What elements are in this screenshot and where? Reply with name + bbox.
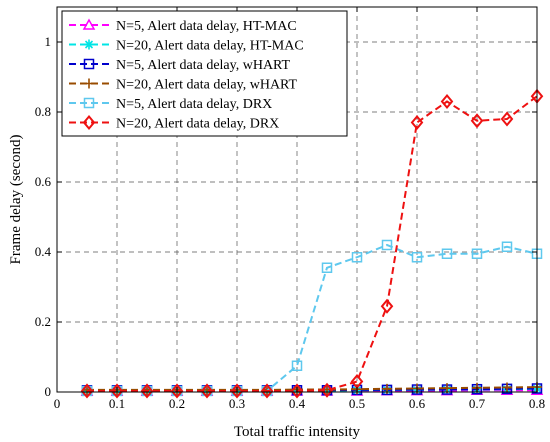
legend-label: N=5, Alert data delay, DRX bbox=[116, 97, 272, 112]
data-point bbox=[321, 262, 333, 273]
series-line bbox=[87, 95, 538, 392]
data-point bbox=[441, 248, 453, 259]
data-point bbox=[411, 252, 423, 263]
legend-marker bbox=[83, 58, 95, 70]
x-axis-label: Total traffic intensity bbox=[234, 424, 361, 440]
data-point bbox=[502, 382, 512, 393]
data-point bbox=[291, 360, 303, 371]
legend-entry: N=5, Alert data delay, DRX bbox=[69, 97, 272, 112]
data-point bbox=[501, 241, 513, 252]
legend-label: N=20, Alert data delay, wHART bbox=[116, 78, 298, 93]
data-point bbox=[380, 298, 394, 314]
data-point bbox=[440, 93, 454, 110]
data-point bbox=[140, 383, 154, 399]
y-tick-label: 0.6 bbox=[35, 174, 52, 189]
data-point bbox=[110, 383, 124, 399]
x-tick-label: 0.2 bbox=[169, 396, 185, 411]
legend-marker bbox=[82, 114, 96, 131]
legend-entry: N=20, Alert data delay, DRX bbox=[69, 114, 279, 132]
data-point bbox=[471, 248, 483, 259]
series-line bbox=[87, 243, 538, 392]
data-point bbox=[530, 383, 544, 395]
data-point bbox=[290, 383, 304, 399]
x-tick-label: 0.7 bbox=[469, 396, 486, 411]
legend-entry: N=20, Alert data delay, HT-MAC bbox=[69, 39, 304, 54]
y-tick-label: 0.2 bbox=[35, 314, 51, 329]
legend-entry: N=5, Alert data delay, HT-MAC bbox=[69, 18, 297, 34]
legend-marker bbox=[84, 78, 94, 89]
y-axis-ticks: 0 0.2 0.4 0.6 0.8 1 bbox=[35, 34, 537, 399]
legend-box bbox=[61, 10, 348, 137]
data-point bbox=[170, 383, 184, 399]
data-point bbox=[260, 383, 274, 399]
legend-entry: N=5, Alert data delay, wHART bbox=[69, 58, 291, 73]
data-point bbox=[200, 383, 214, 399]
y-tick-label: 0.8 bbox=[35, 104, 51, 119]
y-tick-label: 0 bbox=[45, 384, 52, 399]
data-point bbox=[470, 113, 484, 129]
legend-label: N=5, Alert data delay, wHART bbox=[116, 58, 291, 73]
legend-label: N=20, Alert data delay, HT-MAC bbox=[116, 39, 304, 54]
legend-entry: N=20, Alert data delay, wHART bbox=[69, 78, 298, 93]
data-point bbox=[500, 111, 514, 127]
legend-label: N=5, Alert data delay, HT-MAC bbox=[116, 19, 297, 34]
data-point bbox=[410, 114, 424, 131]
x-tick-label: 0 bbox=[54, 396, 61, 411]
y-tick-label: 0.4 bbox=[35, 244, 52, 259]
y-tick-label: 1 bbox=[45, 34, 52, 49]
data-point bbox=[442, 383, 452, 394]
data-point bbox=[351, 252, 363, 263]
series-5 bbox=[81, 239, 543, 397]
x-tick-label: 0.8 bbox=[529, 396, 545, 411]
x-tick-label: 0.5 bbox=[349, 396, 365, 411]
legend-marker bbox=[82, 18, 96, 30]
x-tick-label: 0.1 bbox=[109, 396, 125, 411]
x-tick-label: 0.6 bbox=[409, 396, 426, 411]
legend-label: N=20, Alert data delay, DRX bbox=[116, 117, 279, 132]
data-point bbox=[320, 382, 334, 398]
y-axis-label: Frame delay (second) bbox=[8, 135, 24, 265]
data-point bbox=[381, 239, 393, 251]
data-point bbox=[80, 383, 94, 399]
legend-marker bbox=[83, 97, 95, 109]
x-tick-label: 0.3 bbox=[229, 396, 245, 411]
series-layer bbox=[80, 88, 544, 399]
series-line bbox=[87, 386, 538, 391]
legend: N=5, Alert data delay, HT-MAC N=20, Alert… bbox=[61, 10, 348, 137]
x-axis-ticks: 0 0.1 0.2 0.3 0.4 0.5 0.6 0.7 0.8 bbox=[54, 7, 545, 411]
legend-marker bbox=[84, 39, 94, 50]
x-tick-label: 0.4 bbox=[289, 396, 306, 411]
data-point bbox=[230, 383, 244, 399]
